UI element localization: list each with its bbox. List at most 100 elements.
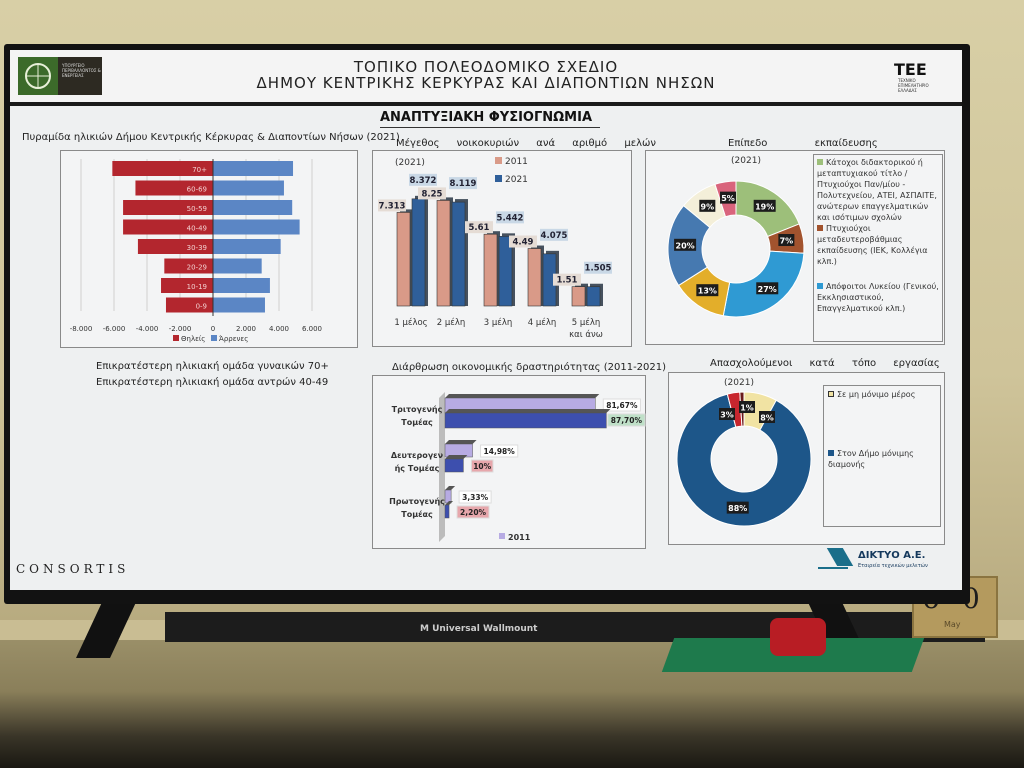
legend-swatch-female [173, 335, 179, 341]
diktyo-logo-bar [818, 567, 848, 569]
data-label-bg [540, 228, 568, 241]
bar-2021 [498, 236, 513, 307]
legend-entry: Στον Δήμο μόνιμης διαμονής [828, 448, 936, 470]
data-label: 27% [758, 285, 777, 294]
legend-text: Στον Δήμο μόνιμης διαμονής [828, 449, 914, 469]
note-men: Επικρατέστερη ηλικιακή ομάδα αντρών 40-4… [96, 377, 329, 388]
legend-swatch [828, 450, 834, 456]
bar-male [213, 219, 300, 235]
bar-female [123, 200, 213, 215]
data-label: 20% [676, 241, 695, 250]
age-group-label: 70+ [192, 166, 207, 174]
data-label-bg [778, 234, 795, 247]
age-group-label: 30-39 [187, 244, 207, 252]
bar-female [137, 239, 213, 254]
chart-subtitle: (2021) [724, 378, 754, 388]
data-label-bg [739, 401, 755, 413]
data-label-bg [759, 411, 775, 423]
bar [444, 504, 450, 519]
households-chart: (2021) 2011 2021 7.313 8.372 1 μέλος 8.25 8.119… [372, 150, 632, 347]
age-group-label: 40-49 [187, 225, 207, 233]
bar-male [213, 180, 284, 196]
employment-title: Απασχολούμενοι κατά τόπο εργασίας [710, 358, 940, 369]
education-chart: (2021) 19% 7% 27% 13% 20% 9% 5% Κάτοχοι διδακτο… [645, 150, 945, 345]
bar-top [445, 394, 600, 398]
data-label-bg [674, 238, 697, 251]
legend-entry: Σε μη μόνιμο μέρος [828, 389, 936, 400]
data-label-bg [418, 187, 446, 200]
bar-2021 [411, 198, 426, 307]
header-divider [10, 102, 962, 106]
data-label-bg [696, 284, 719, 297]
legend-text: Πτυχιούχοι μεταδευτεροβάθμιας εκπαίδευση… [817, 224, 928, 266]
education-svg: (2021) 19% 7% 27% 13% 20% 9% 5% [667, 156, 805, 318]
bar-2021 [586, 286, 601, 307]
data-label: 1% [740, 404, 754, 413]
legend-swatch [817, 159, 823, 165]
legend-female: Θηλείς [181, 335, 205, 343]
bar-2011 [571, 286, 586, 307]
households-svg: (2021) 2011 2021 7.313 8.372 1 μέλος 8.25 8.119… [378, 157, 612, 340]
bar-top [445, 409, 611, 413]
donut-slice [676, 393, 812, 527]
ministry-logo: ΥΠΟΥΡΓΕΙΟ ΠΕΡΙΒΑΛΛΟΝΤΟΣ & ΕΝΕΡΓΕΙΑΣ [18, 57, 102, 95]
education-title: Επίπεδο εκπαίδευσης [728, 138, 878, 149]
x-tick-label: -2.000 [169, 325, 192, 333]
diktyo-logo: ΔΙΚΤΥΟ Α.Ε. [858, 550, 926, 561]
data-label: 5% [721, 194, 735, 203]
economic-svg: Τριτογενής Τομέας 81,67% 87,70% Δευτερογεν ής… [389, 392, 646, 542]
data-label-bg [699, 199, 716, 212]
pyramid-title: Πυραμίδα ηλικιών Δήμου Κεντρικής Κέρκυρα… [22, 132, 400, 143]
axis-wall [439, 392, 445, 542]
data-label: 3% [720, 411, 734, 420]
employment-legend: Σε μη μόνιμο μέρος Στον Δήμο μόνιμης δια… [823, 385, 941, 527]
legend-swatch [817, 225, 823, 231]
tee-logo-subtitle: ΤΕΧΝΙΚΟ ΕΠΙΜΕΛΗΤΗΡΙΟ ΕΛΛΑΔΑΣ [898, 78, 929, 93]
x-tick-label: -6.000 [103, 325, 126, 333]
x-tick-label: -8.000 [70, 325, 93, 333]
slide-title-line1: ΤΟΠΙΚΟ ΠΟΛΕΟΔΟΜΙΚΟ ΣΧΕΔΙΟ [353, 58, 619, 76]
ministry-logo-text: ΥΠΟΥΡΓΕΙΟ ΠΕΡΙΒΑΛΛΟΝΤΟΣ & ΕΝΕΡΓΕΙΑΣ [62, 63, 101, 78]
bar [444, 412, 607, 429]
data-label: 7% [780, 237, 794, 246]
data-label-bg [458, 490, 492, 504]
education-legend: Κάτοχοι διδακτορικού ή μεταπτυχιακού τίτ… [813, 154, 943, 342]
legend-swatch [495, 175, 502, 182]
legend-swatch [495, 157, 502, 164]
data-label: 81,67% [606, 401, 638, 410]
legend-swatch [499, 533, 505, 539]
data-label: 19% [755, 202, 774, 211]
data-label-bg [719, 408, 735, 420]
pyramid-svg: -8.000 -6.000 -4.000 -2.000 0 2.000 4.000 6.000… [70, 159, 322, 343]
legend-text: Απόφοιτοι Λυκείου (Γενικού, Εκκλησιαστικ… [817, 282, 939, 313]
data-label-bg [496, 211, 524, 224]
tv-screen: ΥΠΟΥΡΓΕΙΟ ΠΕΡΙΒΑΛΛΟΝΤΟΣ & ΕΝΕΡΓΕΙΑΣ ΤΟΠΙ… [10, 50, 962, 590]
legend-label: 2021 [505, 175, 528, 185]
legend-label: 2011 [508, 533, 531, 542]
tee-logo: ΤΕΕ [894, 60, 927, 79]
data-label: 13% [698, 287, 717, 296]
bar-female [112, 161, 213, 176]
age-group-label: 60-69 [187, 186, 207, 194]
category-label: Πρωτογενής [389, 497, 445, 506]
age-group-label: 20-29 [187, 264, 207, 272]
bar-top [445, 501, 454, 505]
calendar-month: May [944, 620, 961, 629]
bar-female [135, 180, 213, 196]
economic-chart: Τριτογενής Τομέας 81,67% 87,70% Δευτερογεν ής… [372, 375, 646, 549]
slide-title-line2: ΔΗΜΟΥ ΚΕΝΤΡΙΚΗΣ ΚΕΡΚΥΡΑΣ ΚΑΙ ΔΙΑΠΟΝΤΙΩΝ … [256, 74, 716, 92]
data-label: 1.505 [585, 264, 612, 274]
data-label: 14,98% [484, 447, 516, 456]
note-women: Επικρατέστερη ηλικιακή ομάδα γυναικών 70… [96, 361, 329, 372]
age-group-label: 50-59 [187, 205, 207, 213]
age-group-label: 0-9 [196, 303, 207, 311]
age-group-label: 10-19 [187, 283, 207, 291]
slide-header: ΥΠΟΥΡΓΕΙΟ ΠΕΡΙΒΑΛΛΟΝΤΟΣ & ΕΝΕΡΓΕΙΑΣ ΤΟΠΙ… [10, 50, 962, 102]
bar-2011 [527, 248, 542, 307]
section-title: ΑΝΑΠΤΥΞΙΑΚΗ ΦΥΣΙΟΓΝΩΜΙΑ [379, 110, 593, 125]
category-label: 4 μέλη [528, 317, 557, 328]
employment-chart: (2021) 8% 88% 3% 1% Σε μη μόνιμο μέρος Στον … [668, 372, 945, 545]
data-label-bg [509, 235, 537, 248]
category-label: Τομέας [401, 417, 433, 427]
data-label: 5.442 [497, 213, 524, 223]
